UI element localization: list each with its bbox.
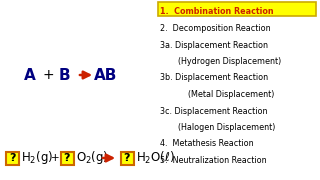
Text: ?: ? (124, 153, 130, 163)
Text: +: + (42, 68, 54, 82)
Text: A: A (24, 68, 36, 82)
Text: 4.  Metathesis Reaction: 4. Metathesis Reaction (160, 140, 254, 148)
Text: 2.  Decomposition Reaction: 2. Decomposition Reaction (160, 24, 271, 33)
Text: (Halogen Displacement): (Halogen Displacement) (168, 123, 276, 132)
Text: 3b. Displacement Reaction: 3b. Displacement Reaction (160, 73, 268, 82)
Text: (Metal Displacement): (Metal Displacement) (168, 90, 274, 99)
Bar (60, 152, 74, 165)
Text: H$_2$O($\ell$): H$_2$O($\ell$) (136, 150, 175, 166)
Text: ?: ? (9, 153, 15, 163)
Text: 3c. Displacement Reaction: 3c. Displacement Reaction (160, 107, 268, 116)
Bar (121, 152, 133, 165)
Text: ?: ? (64, 153, 70, 163)
Text: AB: AB (94, 68, 118, 82)
Text: 3a. Displacement Reaction: 3a. Displacement Reaction (160, 40, 268, 50)
Text: B: B (58, 68, 70, 82)
Text: (Hydrogen Displacement): (Hydrogen Displacement) (168, 57, 281, 66)
Text: 1.  Combination Reaction: 1. Combination Reaction (160, 8, 274, 17)
Text: +: + (51, 153, 59, 163)
Bar (158, 2, 316, 16)
Bar (5, 152, 19, 165)
Text: H$_2$(g): H$_2$(g) (21, 150, 53, 166)
Text: 5.  Neutralization Reaction: 5. Neutralization Reaction (160, 156, 267, 165)
Text: O$_2$(g): O$_2$(g) (76, 150, 108, 166)
